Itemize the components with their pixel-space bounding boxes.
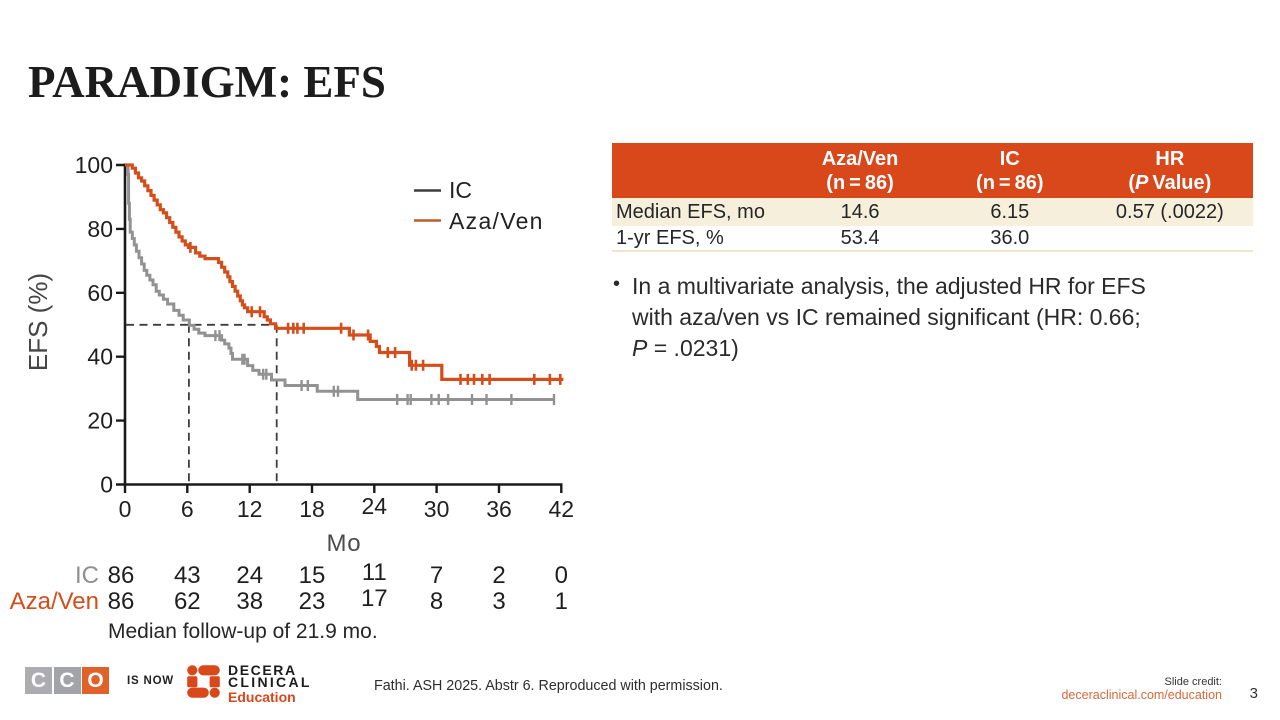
- svg-text:Median follow-up of 21.9 mo.: Median follow-up of 21.9 mo.: [108, 620, 378, 643]
- svg-text:86: 86: [108, 562, 135, 589]
- svg-text:11: 11: [362, 559, 387, 586]
- svg-text:Aza/Ven: Aza/Ven: [449, 208, 544, 234]
- svg-text:23: 23: [299, 588, 326, 615]
- svg-text:60: 60: [87, 280, 113, 306]
- svg-text:EFS (%): EFS (%): [23, 273, 53, 371]
- svg-text:40: 40: [87, 344, 113, 370]
- svg-text:15: 15: [299, 562, 326, 589]
- svg-text:42: 42: [549, 496, 575, 522]
- svg-text:1: 1: [555, 588, 568, 615]
- svg-text:0: 0: [119, 496, 132, 522]
- svg-text:86: 86: [108, 588, 135, 615]
- svg-text:36: 36: [486, 496, 512, 522]
- svg-text:0: 0: [555, 562, 568, 589]
- svg-text:43: 43: [174, 562, 201, 589]
- svg-text:20: 20: [87, 408, 113, 434]
- svg-text:3: 3: [492, 588, 505, 615]
- svg-text:7: 7: [430, 562, 443, 589]
- svg-text:18: 18: [299, 496, 325, 522]
- svg-text:24: 24: [236, 562, 263, 589]
- svg-text:8: 8: [430, 588, 443, 615]
- svg-text:62: 62: [174, 588, 201, 615]
- svg-text:80: 80: [87, 216, 113, 242]
- svg-text:24: 24: [362, 493, 388, 519]
- svg-text:100: 100: [75, 152, 113, 178]
- svg-text:30: 30: [424, 496, 450, 522]
- svg-text:Aza/Ven: Aza/Ven: [10, 588, 99, 615]
- svg-text:2: 2: [492, 562, 505, 589]
- svg-text:0: 0: [100, 472, 113, 498]
- svg-text:12: 12: [237, 496, 263, 522]
- svg-text:38: 38: [236, 588, 263, 615]
- svg-text:6: 6: [181, 496, 194, 522]
- svg-text:17: 17: [361, 585, 388, 612]
- svg-text:IC: IC: [449, 177, 472, 203]
- svg-text:Mo: Mo: [327, 530, 362, 557]
- svg-text:IC: IC: [75, 562, 99, 589]
